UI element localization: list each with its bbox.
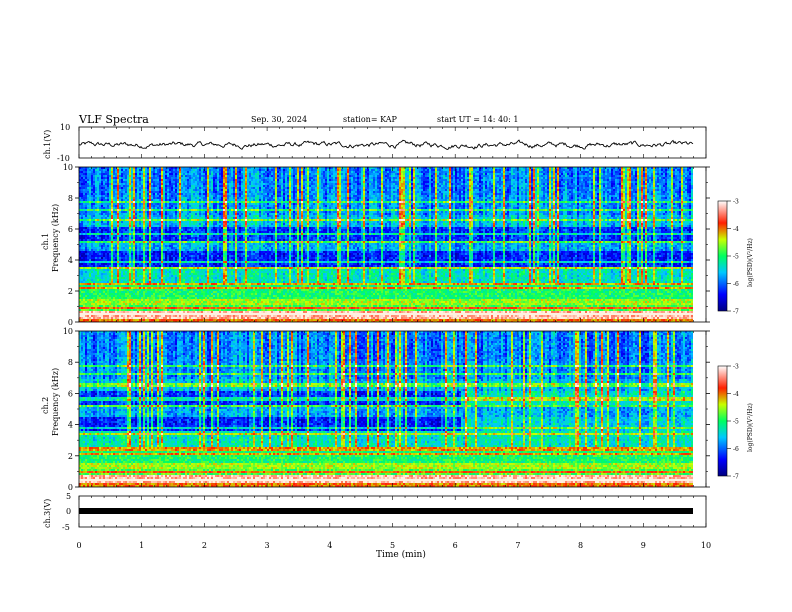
ch2-colorbar-label: log(PSD)(V²/Hz) bbox=[747, 403, 754, 452]
ch1-colorbar-tick--4: -4 bbox=[733, 226, 739, 233]
ch3-ylabel: ch.3(V) bbox=[43, 499, 52, 528]
ch1-freq-tick-8: 8 bbox=[68, 194, 73, 203]
ch2-freq-tick-8: 8 bbox=[68, 358, 73, 367]
ch1-spectrogram-panel: 0 2 4 6 8 10 ch.1 Frequency (kHz) bbox=[41, 163, 710, 327]
time-tick-7: 7 bbox=[515, 541, 520, 550]
ch2-freq-tick-10: 10 bbox=[63, 327, 73, 336]
time-tick-3: 3 bbox=[265, 541, 270, 550]
ch1-spec-ylabel-freq: Frequency (kHz) bbox=[51, 204, 60, 272]
ch2-colorbar: -3 -4 -5 -6 -7 log(PSD)(V²/Hz) bbox=[718, 364, 754, 481]
ch1-colorbar-tick--6: -6 bbox=[733, 281, 739, 288]
ch3-waveform-panel: 5 0 -5 ch.3(V) bbox=[43, 492, 706, 532]
time-tick-4: 4 bbox=[327, 541, 332, 550]
x-axis-label: Time (min) bbox=[376, 549, 426, 560]
vlf-figure: 10 -10 ch.1(V) 0246810 ch.1 Frequency (k… bbox=[0, 0, 792, 612]
ch2-spectrogram bbox=[79, 331, 706, 487]
ch3-trace bbox=[79, 508, 693, 514]
ch3-ytick-mid: 0 bbox=[66, 507, 71, 516]
ch2-freq-tick-0: 0 bbox=[68, 483, 73, 492]
ch2-spec-ylabel-channel: ch.2 bbox=[41, 397, 50, 414]
ch1-spectrogram bbox=[79, 167, 706, 323]
ch1-freq-tick-0: 0 bbox=[68, 318, 73, 327]
ch1-freq-tick-10: 10 bbox=[63, 163, 73, 172]
time-tick-5: 5 bbox=[390, 541, 395, 550]
ch2-colorbar-tick--5: -5 bbox=[733, 419, 739, 426]
ch1-colorbar-tick--7: -7 bbox=[733, 309, 739, 316]
ch2-freq-tick-2: 2 bbox=[68, 452, 73, 461]
ch2-freq-tick-6: 6 bbox=[68, 389, 73, 398]
ch1-freq-tick-4: 4 bbox=[68, 256, 73, 265]
time-tick-2: 2 bbox=[202, 541, 207, 550]
ch2-colorbar-tick--4: -4 bbox=[733, 391, 739, 398]
ch1-freq-tick-6: 6 bbox=[68, 225, 73, 234]
time-tick-1: 1 bbox=[139, 541, 144, 550]
ch1-ytick-top: 10 bbox=[60, 123, 70, 132]
ch1-spec-ylabel-channel: ch.1 bbox=[41, 233, 50, 250]
time-tick-9: 9 bbox=[641, 541, 646, 550]
ch1-ytick-bottom: -10 bbox=[57, 154, 70, 163]
ch1-ylabel: ch.1(V) bbox=[43, 130, 52, 159]
ch1-colorbar: -3 -4 -5 -6 -7 log(PSD)(V²/Hz) bbox=[718, 199, 754, 316]
ch2-colorbar-tick--7: -7 bbox=[733, 474, 739, 481]
ch2-spectrogram-panel: 0 2 4 6 8 10 ch.2 Frequency (kHz) bbox=[41, 327, 710, 492]
ch2-spec-ylabel-freq: Frequency (kHz) bbox=[51, 368, 60, 436]
time-tick-0: 0 bbox=[76, 541, 81, 550]
ch1-colorbar-tick--5: -5 bbox=[733, 254, 739, 261]
ch2-colorbar-tick--3: -3 bbox=[733, 364, 739, 371]
time-tick-8: 8 bbox=[578, 541, 583, 550]
time-tick-6: 6 bbox=[453, 541, 458, 550]
ch2-colorbar-tick--6: -6 bbox=[733, 446, 739, 453]
ch1-colorbar-label: log(PSD)(V²/Hz) bbox=[747, 238, 754, 287]
ch3-ytick-top: 5 bbox=[66, 492, 71, 501]
time-tick-10: 10 bbox=[701, 541, 711, 550]
ch1-waveform-panel: 10 -10 ch.1(V) bbox=[43, 123, 706, 163]
ch1-colorbar-tick--3: -3 bbox=[733, 199, 739, 206]
ch1-freq-tick-2: 2 bbox=[68, 287, 73, 296]
ch2-freq-tick-4: 4 bbox=[68, 421, 73, 430]
ch3-ytick-bottom: -5 bbox=[62, 523, 70, 532]
